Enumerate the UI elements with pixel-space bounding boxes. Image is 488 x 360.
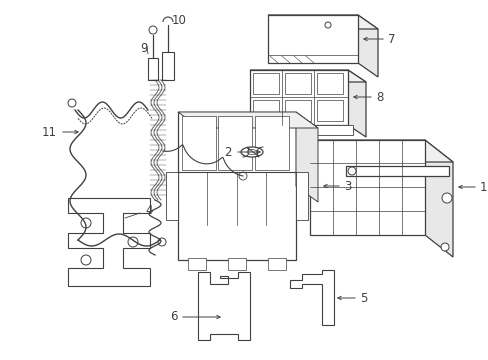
Bar bbox=[267, 258, 285, 270]
Bar bbox=[316, 100, 342, 121]
Bar bbox=[162, 52, 174, 80]
Polygon shape bbox=[198, 272, 249, 340]
Bar bbox=[148, 58, 158, 80]
Text: 2: 2 bbox=[224, 145, 231, 158]
Polygon shape bbox=[346, 166, 448, 176]
Circle shape bbox=[325, 22, 330, 28]
Bar bbox=[165, 172, 178, 220]
Text: 9: 9 bbox=[140, 41, 148, 54]
Ellipse shape bbox=[241, 147, 263, 157]
Circle shape bbox=[68, 99, 76, 107]
Text: 3: 3 bbox=[343, 180, 351, 193]
Bar bbox=[285, 73, 310, 94]
Circle shape bbox=[81, 255, 91, 265]
Circle shape bbox=[441, 193, 451, 203]
Bar bbox=[178, 112, 295, 260]
Polygon shape bbox=[289, 270, 333, 325]
Circle shape bbox=[239, 172, 246, 180]
Bar bbox=[254, 116, 288, 170]
Polygon shape bbox=[249, 70, 365, 82]
Bar bbox=[316, 73, 342, 94]
Text: 6: 6 bbox=[170, 310, 178, 324]
Polygon shape bbox=[357, 15, 377, 77]
Bar bbox=[252, 100, 279, 121]
Circle shape bbox=[158, 238, 165, 246]
Text: 1: 1 bbox=[479, 180, 487, 194]
Text: 8: 8 bbox=[375, 90, 383, 104]
Circle shape bbox=[440, 243, 448, 251]
Polygon shape bbox=[178, 112, 317, 128]
Bar bbox=[249, 70, 347, 125]
Bar bbox=[285, 100, 310, 121]
Text: 5: 5 bbox=[359, 292, 366, 305]
Bar bbox=[252, 73, 279, 94]
Circle shape bbox=[347, 167, 355, 175]
Polygon shape bbox=[347, 70, 365, 137]
Text: 11: 11 bbox=[42, 126, 57, 139]
Polygon shape bbox=[244, 125, 352, 135]
Text: 7: 7 bbox=[387, 32, 395, 45]
Polygon shape bbox=[309, 140, 452, 162]
Polygon shape bbox=[68, 198, 150, 286]
Bar bbox=[218, 116, 251, 170]
Circle shape bbox=[81, 218, 91, 228]
Bar bbox=[295, 172, 307, 220]
Bar bbox=[187, 258, 205, 270]
Circle shape bbox=[128, 237, 138, 247]
Bar bbox=[309, 140, 424, 235]
Text: 10: 10 bbox=[172, 14, 186, 27]
Bar bbox=[182, 116, 216, 170]
Ellipse shape bbox=[246, 149, 257, 154]
Text: 4: 4 bbox=[145, 203, 152, 216]
Bar bbox=[227, 258, 245, 270]
Polygon shape bbox=[295, 112, 317, 202]
Polygon shape bbox=[424, 140, 452, 257]
Bar bbox=[267, 15, 357, 63]
Circle shape bbox=[149, 26, 157, 34]
Polygon shape bbox=[267, 15, 377, 29]
